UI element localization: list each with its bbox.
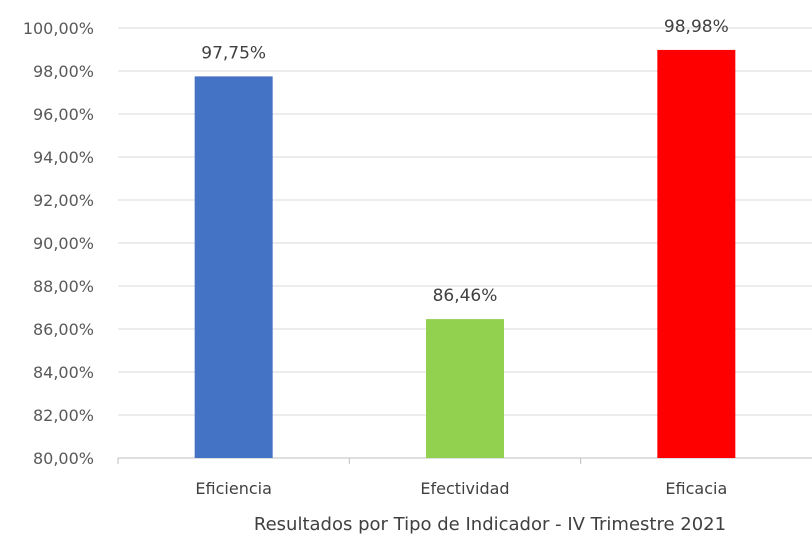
bar-eficiencia <box>194 76 273 458</box>
y-axis-ticks: 80,00% 82,00% 84,00% 86,00% 88,00% 90,00% 92,0… <box>23 19 94 468</box>
y-tick-label: 98,00% <box>33 62 94 81</box>
x-category-label: Efectividad <box>420 479 509 498</box>
bar-eficacia <box>657 49 736 459</box>
y-tick-label: 90,00% <box>33 234 94 253</box>
bars <box>194 49 736 459</box>
x-axis: Eficiencia Efectividad Eficacia <box>117 458 727 498</box>
y-tick-label: 88,00% <box>33 277 94 296</box>
x-category-label: Eficacia <box>665 479 727 498</box>
data-label: 86,46% <box>433 286 498 306</box>
bar-efectividad <box>426 319 504 458</box>
x-category-label: Eficiencia <box>195 479 271 498</box>
y-tick-label: 94,00% <box>33 148 94 167</box>
y-tick-label: 84,00% <box>33 363 94 382</box>
data-label: 97,75% <box>201 43 266 63</box>
x-axis-title: Resultados por Tipo de Indicador - IV Tr… <box>254 514 726 535</box>
data-label: 98,98% <box>664 17 729 37</box>
y-tick-label: 82,00% <box>33 406 94 425</box>
data-labels: 97,75% 86,46% 98,98% <box>201 17 728 306</box>
y-tick-label: 80,00% <box>33 449 94 468</box>
y-tick-label: 100,00% <box>23 19 94 38</box>
y-tick-label: 86,00% <box>33 320 94 339</box>
y-tick-label: 92,00% <box>33 191 94 210</box>
y-tick-label: 96,00% <box>33 105 94 124</box>
